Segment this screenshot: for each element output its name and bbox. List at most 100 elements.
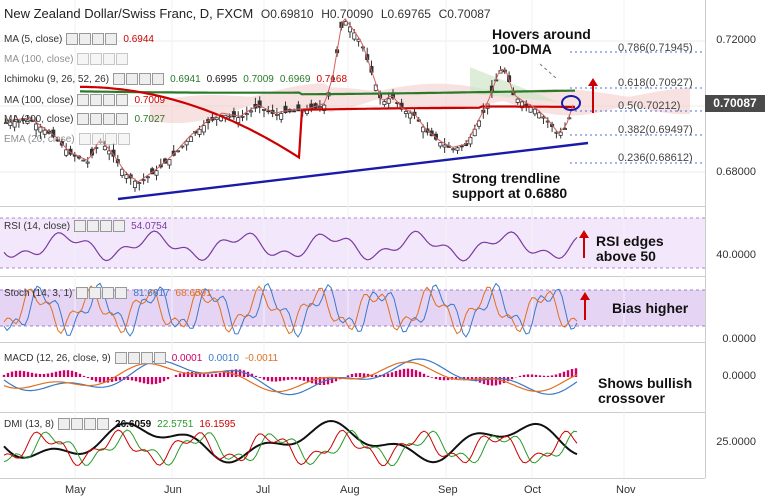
candle <box>438 142 443 149</box>
macd-hist-bar <box>562 371 566 377</box>
macd-hist-bar <box>330 377 334 384</box>
macd-hist-bar <box>242 370 246 377</box>
legend-ma200-value: 0.7027 <box>134 113 166 125</box>
macd-hist-bar <box>334 377 338 382</box>
candles <box>4 18 572 192</box>
legend-ma100[interactable]: MA (100, close) 0.7009 <box>4 92 171 108</box>
legend-buttons[interactable] <box>77 53 129 65</box>
legend-ma5-name: MA (5, close) <box>4 33 63 45</box>
candle <box>154 165 159 181</box>
arrow-up-main <box>588 78 598 113</box>
y-tick-macd: 0.0000 <box>722 370 756 382</box>
candle <box>107 145 112 161</box>
ohlc-close: C0.70087 <box>438 7 491 21</box>
candle <box>167 159 172 169</box>
legend-ma5[interactable]: MA (5, close) 0.6944 <box>4 31 160 47</box>
annotation-marks <box>117 51 705 320</box>
macd-signal-line <box>3 361 578 393</box>
macd-hist-bar <box>538 375 542 377</box>
legend-buttons[interactable] <box>78 133 130 145</box>
macd-hist-bar <box>102 377 106 383</box>
macd-hist-bar <box>534 374 538 377</box>
macd-hist-bar <box>202 373 206 377</box>
macd-hist-bar <box>90 377 94 381</box>
candle <box>137 181 142 191</box>
legend-ema20-name: EMA (20, close) <box>4 133 75 145</box>
legend-buttons[interactable] <box>74 220 126 232</box>
legend-buttons[interactable] <box>113 73 165 85</box>
macd-hist-bar <box>394 370 398 377</box>
macd-hist-bar <box>250 373 254 377</box>
annotation-trendline: Strong trendline support at 0.6880 <box>452 170 568 201</box>
macd-hist-bar <box>418 371 422 377</box>
macd-hist-bar <box>326 377 330 385</box>
legend-macd-name: MACD (12, 26, close, 9) <box>4 352 111 364</box>
candle <box>244 106 249 121</box>
candle <box>81 159 86 162</box>
macd-hist-bar <box>554 374 558 377</box>
macd-hist-bar <box>558 373 562 377</box>
legend-buttons[interactable] <box>76 287 128 299</box>
macd-hist-bar <box>74 372 78 377</box>
legend-ma100-faint[interactable]: MA (100, close) <box>4 51 134 67</box>
candle <box>120 166 125 179</box>
macd-hist-bar <box>370 374 374 377</box>
macd-hist-bar <box>218 372 222 377</box>
highlight-circle <box>561 95 581 111</box>
macd-hist-bar <box>14 370 18 377</box>
macd-hist-bar <box>314 377 318 385</box>
legend-ma100-value: 0.7009 <box>134 94 166 106</box>
candle <box>279 110 284 123</box>
macd-hist-bar <box>442 377 446 381</box>
macd-hist-bar <box>574 368 578 377</box>
macd-hist-bar <box>482 377 486 385</box>
macd-hist-bar <box>510 377 514 380</box>
macd-hist-bar <box>138 377 142 383</box>
macd-hist-bar <box>466 377 470 380</box>
candle <box>38 123 43 139</box>
legend-rsi-value: 54.0754 <box>131 220 168 232</box>
arrow-up-stoch <box>580 292 590 320</box>
legend-dmi[interactable]: DMI (13, 8) 26.6059 22.5751 16.1595 <box>4 416 241 432</box>
legend-buttons[interactable] <box>58 418 110 430</box>
fib-382: 0.382(0.69497) <box>618 124 693 136</box>
macd-hist-bar <box>106 377 110 383</box>
macd-hist-bar <box>154 377 158 384</box>
legend-ichimoku[interactable]: Ichimoku (9, 26, 52, 26) 0.6941 0.6995 0… <box>4 71 353 87</box>
ichimoku-val-3: 0.6969 <box>279 73 311 85</box>
candle <box>558 127 563 139</box>
x-tick-aug: Aug <box>340 484 360 496</box>
candle <box>515 98 520 105</box>
annotation-rsi: RSI edges above 50 <box>596 233 664 264</box>
legend-ma5-value: 0.6944 <box>123 33 154 45</box>
legend-buttons[interactable] <box>77 94 129 106</box>
fib-618: 0.618(0.70927) <box>618 77 693 89</box>
macd-hist-bar <box>434 377 438 380</box>
x-tick-oct: Oct <box>524 484 542 496</box>
x-tick-sep: Sep <box>438 484 458 496</box>
legend-buttons[interactable] <box>66 33 118 45</box>
y-tick-rsi: 40.0000 <box>716 249 756 261</box>
macd-hist-bar <box>82 375 86 377</box>
macd-hist-bar <box>290 377 294 380</box>
legend-buttons[interactable] <box>114 352 166 364</box>
legend-rsi[interactable]: RSI (14, close) 54.0754 <box>4 218 173 234</box>
annotation-stoch: Bias higher <box>612 300 689 316</box>
macd-hist-bar <box>362 373 366 377</box>
legend-ema20[interactable]: EMA (20, close) <box>4 131 136 147</box>
legend-macd[interactable]: MACD (12, 26, close, 9) 0.0001 0.0010 -0… <box>4 350 284 366</box>
macd-hist-bar <box>130 377 134 381</box>
legend-buttons[interactable] <box>77 113 129 125</box>
candle <box>145 175 150 183</box>
macd-hist-bar <box>234 369 238 377</box>
macd-hist-bar <box>262 377 266 380</box>
legend-stoch-d: 68.6591 <box>175 287 212 299</box>
legend-ma100-faint-name: MA (100, close) <box>4 53 74 65</box>
macd-hist-bar <box>266 377 270 381</box>
legend-ma200[interactable]: MA (200, close) 0.7027 <box>4 111 171 127</box>
candle <box>257 96 262 114</box>
legend-stoch[interactable]: Stoch (14, 3, 1) 81.6617 68.6591 <box>4 285 218 301</box>
macd-hist-bar <box>502 377 506 384</box>
macd-hist-bar <box>374 374 378 377</box>
ohlc-low: L0.69765 <box>380 7 431 21</box>
